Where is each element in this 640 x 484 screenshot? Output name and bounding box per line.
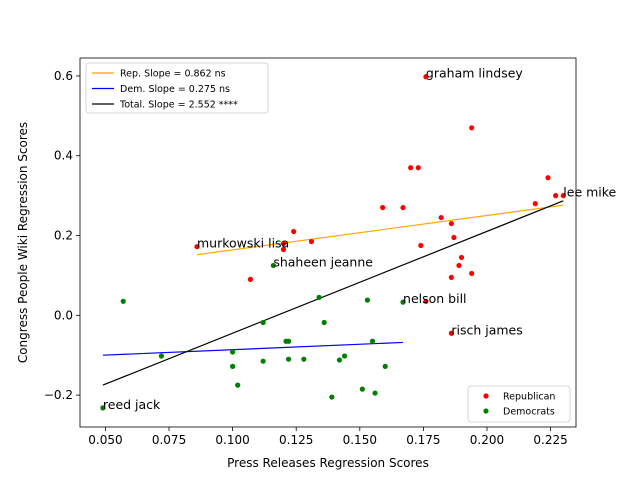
republican-point — [448, 220, 454, 227]
democrat-point — [359, 386, 365, 392]
legend-lines-box — [85, 62, 269, 114]
republican-point — [400, 204, 406, 211]
democrat-point — [158, 353, 164, 359]
fit-line-0 — [196, 204, 564, 256]
democrat-point — [235, 382, 241, 388]
legend-point-label: Republican — [503, 392, 555, 403]
legend-point-label: Democrats — [503, 407, 555, 418]
x-tick-label: 0.050 — [88, 433, 122, 447]
democrat-point — [230, 363, 236, 369]
democrat-point — [329, 394, 335, 400]
republican-point — [380, 204, 386, 211]
democrat-point — [230, 349, 236, 355]
x-tick-label: 0.125 — [279, 433, 313, 447]
democrat-point — [100, 405, 106, 411]
y-tick-label: 0.6 — [54, 69, 73, 83]
republican-point — [469, 125, 475, 131]
republican-point — [423, 298, 429, 304]
point-annotation: risch james — [451, 322, 522, 337]
republican-point — [438, 214, 444, 221]
democrat-point — [400, 299, 406, 305]
x-tick-label: 0.225 — [533, 433, 567, 447]
republican-point — [545, 175, 551, 181]
republican-point — [280, 240, 287, 247]
democrat-point — [372, 390, 378, 396]
republican-point — [291, 228, 297, 235]
legend-line-label: Total. Slope = 2.552 **** — [119, 100, 238, 111]
legend-point-swatch — [483, 393, 489, 399]
republican-point — [308, 238, 315, 245]
democrat-point — [301, 356, 307, 362]
y-tick-label: 0.2 — [54, 229, 73, 243]
democrat-point — [382, 363, 388, 369]
point-annotation: nelson bill — [403, 291, 467, 306]
democrat-point — [270, 262, 276, 269]
y-tick-label: −0.2 — [44, 388, 73, 402]
democrat-point — [260, 319, 266, 326]
republican-point — [448, 274, 454, 281]
republican-point — [423, 74, 429, 80]
democrat-point — [316, 294, 322, 300]
point-annotation: murkowski lisa — [197, 236, 289, 251]
x-tick-label: 0.175 — [406, 433, 440, 447]
republican-point — [532, 201, 538, 207]
x-tick-label: 0.075 — [152, 433, 186, 447]
plot-frame — [79, 57, 577, 428]
republican-point — [469, 270, 475, 277]
republican-point — [451, 234, 457, 241]
legend-points-box — [467, 385, 571, 423]
x-tick-label: 0.150 — [343, 433, 377, 447]
republican-point — [280, 246, 287, 253]
legend-point-swatch — [483, 408, 489, 414]
democrat-point — [285, 356, 292, 362]
republican-point — [553, 193, 559, 199]
republican-point — [560, 193, 566, 199]
republican-point — [458, 254, 465, 261]
democrat-point — [285, 338, 292, 344]
y-axis-label: Congress People Wiki Regression Scores — [16, 122, 30, 363]
point-annotation: reed jack — [103, 397, 161, 412]
point-annotation: lee mike — [563, 185, 616, 200]
democrat-point — [321, 319, 327, 326]
republican-point — [194, 244, 200, 250]
y-tick-label: 0.0 — [54, 308, 73, 322]
legend-line-label: Dem. Slope = 0.275 ns — [120, 84, 230, 95]
democrat-point — [369, 338, 376, 344]
democrat-point — [336, 357, 343, 363]
republican-point — [418, 242, 424, 249]
y-tick-label: 0.4 — [54, 149, 73, 163]
republican-point — [456, 262, 462, 269]
democrat-point — [260, 358, 266, 364]
republican-point — [448, 330, 454, 336]
democrat-point — [120, 298, 126, 304]
republican-point — [415, 165, 421, 171]
legend-line-label: Rep. Slope = 0.862 ns — [120, 69, 226, 80]
republican-point — [247, 276, 254, 282]
x-tick-label: 0.200 — [470, 433, 504, 447]
x-axis-label: Press Releases Regression Scores — [227, 456, 429, 470]
point-annotation: graham lindsey — [426, 66, 523, 81]
x-tick-label: 0.100 — [215, 433, 249, 447]
democrat-point — [364, 297, 371, 303]
democrat-point — [341, 353, 348, 359]
point-annotation: shaheen jeanne — [273, 254, 373, 269]
republican-point — [408, 165, 414, 171]
fit-line-1 — [102, 341, 404, 356]
fit-line-2 — [102, 200, 564, 386]
